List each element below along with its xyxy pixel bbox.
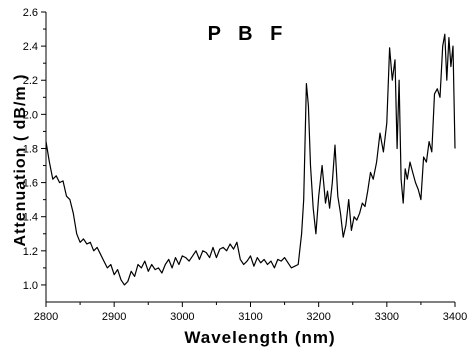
x-tick-label: 2900 bbox=[102, 311, 126, 323]
x-tick-label: 2800 bbox=[34, 311, 58, 323]
tick-labels: 2800 2900 3000 3100 3200 3300 3400 1.0 1.2 1.4 1.6… bbox=[23, 7, 468, 323]
x-tick-label: 3300 bbox=[375, 311, 399, 323]
axis-ticks bbox=[41, 11, 456, 307]
x-tick-label: 3000 bbox=[170, 311, 194, 323]
x-axis-title: Wavelength (nm) bbox=[184, 328, 335, 347]
chart-title: P B F bbox=[208, 23, 289, 45]
y-tick-label: 2.6 bbox=[23, 7, 38, 19]
series-line-group bbox=[45, 33, 456, 286]
axes bbox=[45, 12, 455, 303]
y-tick-label: 1.8 bbox=[23, 143, 38, 155]
y-tick-label: 2.0 bbox=[23, 109, 38, 121]
y-tick-label: 1.2 bbox=[23, 246, 38, 258]
x-tick-label: 3100 bbox=[238, 311, 262, 323]
y-tick-label: 2.4 bbox=[23, 41, 38, 53]
y-tick-label: 2.2 bbox=[23, 75, 38, 87]
x-tick-label: 3400 bbox=[443, 311, 467, 323]
y-axis-title: Attenuation ( dB/m ) bbox=[12, 74, 29, 247]
y-tick-label: 1.6 bbox=[23, 178, 38, 190]
series-line bbox=[45, 33, 456, 286]
y-tick-label: 1.0 bbox=[23, 280, 38, 292]
y-tick-label: 1.4 bbox=[23, 212, 38, 224]
x-tick-label: 3200 bbox=[306, 311, 330, 323]
